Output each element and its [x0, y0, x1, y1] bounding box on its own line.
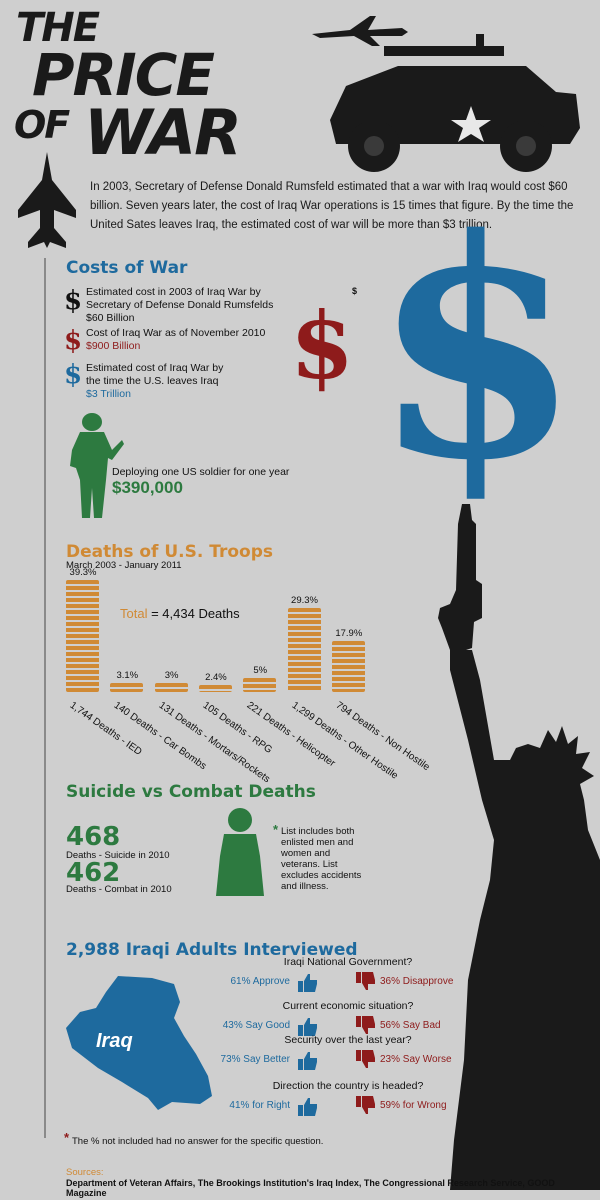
poll-negative-1: 56% Say Bad: [380, 1020, 441, 1031]
poll-question-2: Security over the last year?: [284, 1034, 412, 1046]
bar-0: [66, 579, 99, 692]
poll-positive-1: 43% Say Good: [222, 1020, 290, 1031]
deaths-total: Total = 4,434 Deaths: [120, 606, 240, 621]
thumbs-up-icon: [298, 1052, 317, 1070]
bar-category-label-0: 1,744 Deaths - IED: [67, 700, 144, 758]
footnote-star: *: [64, 1130, 70, 1145]
poll-negative-2: 23% Say Worse: [380, 1054, 452, 1065]
title-war: WAR: [84, 96, 242, 169]
cost-item-3-text: Estimated cost of Iraq War by the time t…: [86, 362, 224, 387]
suicide-number: 468: [66, 822, 121, 852]
cost-item-3-value: $3 Trillion: [86, 388, 131, 400]
bar-pct-label-4: 5%: [253, 664, 268, 676]
title-price: PRICE: [32, 41, 215, 109]
thumbs-down-icon: [356, 972, 375, 990]
sources-label: Sources:: [66, 1167, 104, 1178]
dollar-blue-icon: $: [64, 360, 83, 390]
deaths-total-value: = 4,434 Deaths: [151, 606, 240, 621]
combat-label: Deaths - Combat in 2010: [66, 884, 172, 895]
soldier-text: Deploying one US soldier for one year: [112, 466, 290, 478]
poll-negative-3: 59% for Wrong: [380, 1100, 447, 1111]
sources-text: Department of Veteran Affairs, The Brook…: [66, 1178, 555, 1198]
title-the: THE: [16, 5, 100, 51]
bar-4: [243, 677, 277, 692]
cost-item-2: Cost of Iraq War as of November 2010 $90…: [86, 327, 286, 353]
intro-paragraph: In 2003, Secretary of Defense Donald Rum…: [90, 181, 574, 231]
dollar-black-icon: $: [64, 286, 83, 316]
poll-question-0: Iraqi National Government?: [283, 956, 413, 968]
footnote: The % not included had no answer for the…: [72, 1136, 324, 1147]
dollar-large-blue-icon: $: [372, 173, 581, 526]
deaths-subheading: March 2003 - January 2011: [66, 560, 182, 571]
bar-3: [198, 685, 232, 692]
bar-pct-label-5: 29.3%: [291, 595, 318, 607]
suicide-note-star: *: [273, 822, 279, 837]
soldier-value: $390,000: [112, 478, 183, 497]
fighter-jet-vertical-icon: [18, 152, 76, 248]
dollar-red-icon: $: [64, 326, 83, 356]
suicide-heading: Suicide vs Combat Deaths: [66, 782, 316, 802]
bar-pct-label-0: 39.3%: [69, 566, 97, 578]
bar-pct-label-1: 3.1%: [116, 670, 139, 682]
cost-item-1: Estimated cost in 2003 of Iraq War by Se…: [86, 286, 286, 325]
soldier-icon: [70, 413, 124, 518]
bar-6: [331, 640, 365, 692]
statue-of-liberty-rifle-silhouette-icon: [438, 504, 600, 1190]
cost-item-3: Estimated cost of Iraq War by the time t…: [86, 362, 236, 401]
thumbs-up-icon: [298, 1098, 317, 1116]
costs-heading: Costs of War: [66, 258, 188, 278]
thumbs-down-icon: [356, 1096, 375, 1114]
left-divider: [44, 258, 46, 1138]
bar-pct-label-3: 2.4%: [205, 672, 227, 684]
cost-item-1-value: $60 Billion: [86, 312, 135, 324]
iraq-map-icon: [66, 976, 212, 1110]
suicide-label: Deaths - Suicide in 2010: [66, 850, 170, 861]
poll-question-1: Current economic situation?: [282, 1000, 414, 1012]
soldier-bust-icon: [216, 808, 264, 896]
bar-pct-label-6: 17.9%: [335, 627, 363, 639]
deaths-total-label: Total: [120, 606, 148, 621]
poll-positive-2: 73% Say Better: [220, 1054, 290, 1065]
deaths-heading: Deaths of U.S. Troops: [66, 542, 274, 562]
bar-1: [110, 683, 144, 692]
thumbs-down-icon: [356, 1050, 375, 1068]
cost-item-2-value: $900 Billion: [86, 340, 141, 352]
iraqi-heading: 2,988 Iraqi Adults Interviewed: [66, 940, 358, 960]
cost-item-2-text: Cost of Iraq War as of November 2010: [86, 327, 266, 339]
bar-2: [154, 683, 188, 692]
bar-5: [287, 608, 321, 692]
poll-question-3: Direction the country is headed?: [272, 1080, 424, 1092]
poll-positive-0: 61% Approve: [230, 976, 291, 987]
dollar-tiny-icon: $: [352, 286, 358, 296]
thumbs-up-icon: [298, 974, 317, 992]
humvee-icon: [330, 34, 580, 172]
dollar-medium-red-icon: $: [290, 292, 355, 400]
thumbs-up-icon: [298, 1018, 317, 1036]
iraq-map-label: Iraq: [96, 1030, 133, 1052]
cost-item-1-text: Estimated cost in 2003 of Iraq War by Se…: [86, 286, 274, 311]
bar-pct-label-2: 3%: [164, 670, 179, 682]
thumbs-down-icon: [356, 1016, 375, 1034]
combat-number: 462: [66, 858, 121, 888]
suicide-note: List includes both enlisted men and wome…: [281, 826, 362, 892]
title-of: OF: [14, 103, 70, 147]
poll-positive-3: 41% for Right: [229, 1100, 290, 1111]
poll-negative-0: 36% Disapprove: [380, 976, 454, 987]
deaths-chart: 39.3% 1,744 Deaths - IED 3.1% 140 Deaths - …: [66, 566, 431, 785]
fighter-jet-icon: [312, 16, 408, 46]
